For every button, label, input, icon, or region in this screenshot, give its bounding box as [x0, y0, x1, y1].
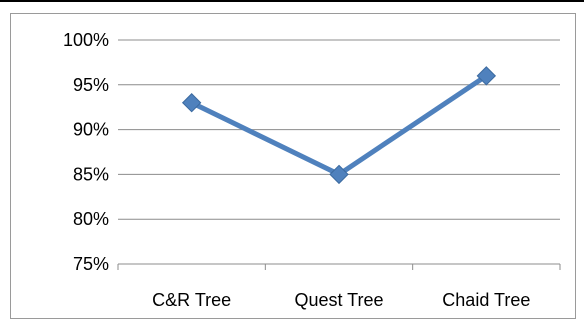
y-tick-label-80: 80% — [73, 209, 109, 229]
series-line-0 — [189, 73, 489, 177]
y-tick-label-75: 75% — [73, 254, 109, 274]
gridlines — [118, 39, 560, 220]
data-point-c-r-tree — [181, 93, 202, 113]
y-tick-label-90: 90% — [73, 120, 109, 140]
series-layer — [181, 66, 497, 185]
y-tick-label-95: 95% — [73, 75, 109, 95]
y-tick-label-100: 100% — [63, 30, 109, 50]
axes — [117, 263, 561, 270]
x-tick-label-2: Chaid Tree — [442, 290, 530, 310]
data-point-chaid-tree — [476, 66, 497, 86]
x-tick-label-0: C&R Tree — [152, 290, 231, 310]
x-tick-label-1: Quest Tree — [294, 290, 383, 310]
y-axis-tick-labels: 75% 80% 85% 90% 95% 100% — [63, 30, 109, 274]
x-axis-tick-labels: C&R Tree Quest Tree Chaid Tree — [152, 290, 530, 310]
chart-area — [10, 13, 576, 319]
y-tick-label-85: 85% — [73, 164, 109, 184]
data-point-quest-tree — [329, 164, 349, 185]
